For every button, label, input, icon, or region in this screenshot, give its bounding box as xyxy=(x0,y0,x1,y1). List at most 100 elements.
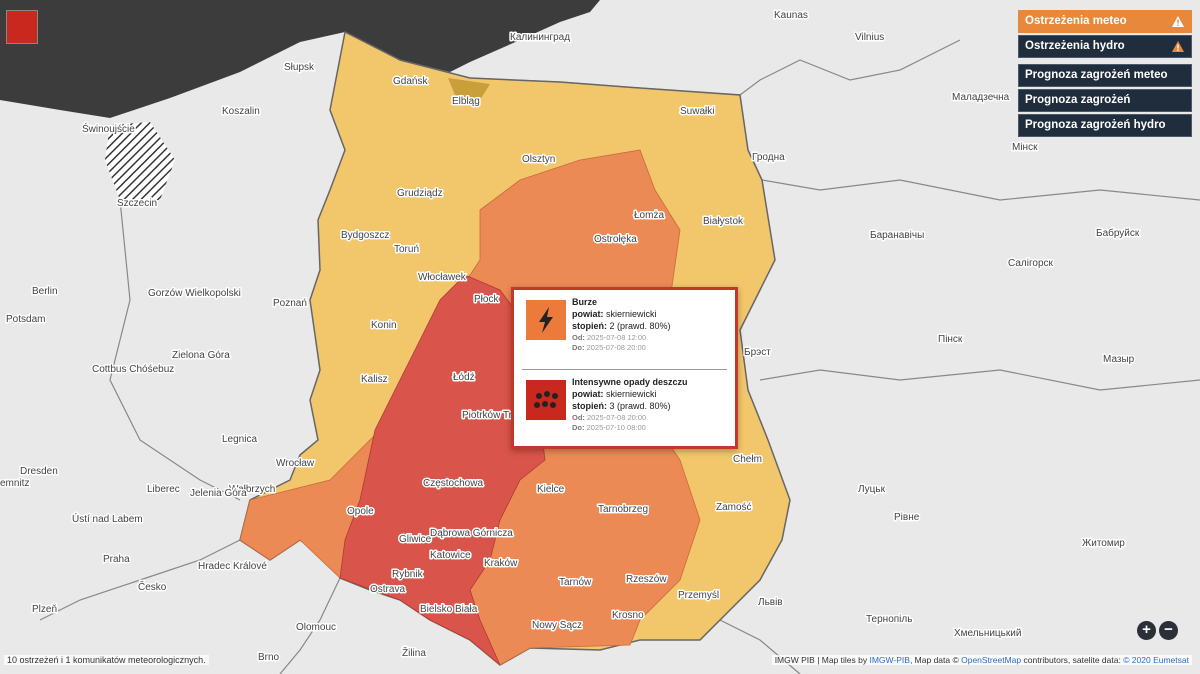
attribution-link[interactable]: © 2020 Eumetsat xyxy=(1123,655,1189,665)
warning-title: Intensywne opady deszczu xyxy=(572,377,688,387)
city-label: Cottbus Chóśebuz xyxy=(92,364,174,375)
city-label: Poznań xyxy=(273,298,307,309)
city-label: Przemyśl xyxy=(678,590,719,601)
field-label: Od: xyxy=(572,333,585,342)
city-label: Praha xyxy=(103,554,130,565)
field-value: 3 (prawd. 80%) xyxy=(609,401,671,411)
city-label: Rzeszów xyxy=(626,574,667,585)
attribution-text: IMGW PIB | Map tiles by xyxy=(774,655,870,665)
city-label: Tarnobrzeg xyxy=(598,504,648,515)
city-label: Gliwice xyxy=(399,534,432,545)
field-label: Od: xyxy=(572,413,585,422)
city-label: Kaunas xyxy=(774,10,808,21)
city-label: Žilina xyxy=(402,646,426,659)
city-label: Koszalin xyxy=(222,106,260,117)
city-label: Częstochowa xyxy=(423,478,483,489)
city-label: Świnoujście xyxy=(82,122,135,135)
city-label: Баранавічы xyxy=(870,230,924,241)
field-value: skierniewicki xyxy=(606,389,657,399)
warning: Intensywne opady deszczu powiat: skierni… xyxy=(522,369,727,449)
attribution-link[interactable]: IMGW-PIB xyxy=(869,655,910,665)
field-label: Do: xyxy=(572,423,585,432)
border-line xyxy=(39,539,241,621)
city-label: Маладзечна xyxy=(952,92,1010,103)
attribution: IMGW PIB | Map tiles by IMGW-PIB, Map da… xyxy=(771,655,1192,665)
city-label: Włocławek xyxy=(418,272,467,283)
city-label: Hradec Králové xyxy=(198,561,267,572)
city-label: Rybnik xyxy=(392,569,424,580)
city-label: Гродна xyxy=(752,152,785,163)
city-label: Tarnów xyxy=(559,577,592,588)
city-label: Львів xyxy=(758,597,783,608)
city-label: Konin xyxy=(371,320,397,331)
border-line xyxy=(761,179,1200,201)
city-label: Grudziądz xyxy=(397,188,443,199)
field-value: 2025-07-08 20:00 xyxy=(587,413,647,422)
city-label: Elbląg xyxy=(452,96,480,107)
city-label: Брэст xyxy=(744,347,771,358)
field-label: stopień: xyxy=(572,401,607,411)
zoom-in[interactable]: + xyxy=(1137,621,1156,640)
menu-label: Ostrzeżenia hydro xyxy=(1025,40,1125,52)
city-label: Suwałki xyxy=(680,106,714,117)
city-label: Brno xyxy=(258,652,280,663)
city-label: Słupsk xyxy=(284,62,315,73)
city-label: Kraków xyxy=(484,558,518,569)
zoom-controls: + − xyxy=(1137,621,1181,640)
city-label: Житомир xyxy=(1082,538,1125,549)
city-label: Kielce xyxy=(537,484,565,495)
menu-item[interactable]: Prognoza zagrożeń hydro xyxy=(1018,114,1192,137)
rain-icon xyxy=(526,380,566,420)
field-value: skierniewicki xyxy=(606,309,657,319)
city-label: Potsdam xyxy=(6,314,45,325)
field-value: 2025-07-08 12:00 xyxy=(587,333,647,342)
city-label: Plzeň xyxy=(32,604,57,615)
storm-icon xyxy=(526,300,566,340)
menu-item[interactable]: Prognoza zagrożeń drogowych xyxy=(1018,89,1192,127)
city-label: Krosno xyxy=(612,610,644,621)
city-label: Legnica xyxy=(222,434,257,445)
city-label: Płock xyxy=(474,294,499,305)
warning-icon xyxy=(1172,16,1184,27)
city-label: Nowy Sącz xyxy=(532,620,582,631)
city-label: Wałbrzych xyxy=(229,484,275,495)
lagoon-area xyxy=(448,78,490,100)
city-label: Szczecin xyxy=(117,198,157,209)
city-label: Opole xyxy=(347,506,374,517)
city-label: Liberec xyxy=(147,484,180,495)
city-label: Ostrołęka xyxy=(594,234,637,245)
warning-icon xyxy=(1172,41,1184,52)
city-label: Мінск xyxy=(1012,142,1038,153)
field-value: 2025-07-10 08:00 xyxy=(586,423,646,432)
city-label: Toruń xyxy=(394,244,419,255)
city-label: Olsztyn xyxy=(522,154,555,165)
city-label: Салігорск xyxy=(1008,258,1054,269)
city-label: Jelenia Góra xyxy=(190,488,247,499)
city-label: Zamość xyxy=(716,502,752,513)
city-labels: Kaunas Vilnius Калининград Słupsk Gdańsk Elbl… xyxy=(0,9,1141,665)
city-label: Ostrava xyxy=(370,584,405,595)
attribution-link[interactable]: OpenStreetMap xyxy=(961,655,1022,665)
menu-item[interactable]: Ostrzeżenia hydro xyxy=(1018,35,1192,58)
city-label: Мазыр xyxy=(1103,354,1135,365)
border-line xyxy=(759,369,1200,391)
menu-item[interactable]: Ostrzeżenia meteo xyxy=(1018,10,1192,33)
menu-label: Ostrzeżenia meteo xyxy=(1025,15,1127,27)
zoom-out[interactable]: − xyxy=(1159,621,1178,640)
city-label: Dąbrowa Górnicza xyxy=(430,528,513,539)
field-label: Do: xyxy=(572,343,585,352)
menu-label: Prognoza zagrożeń hydro xyxy=(1025,119,1166,131)
menu-item[interactable]: Prognoza zagrożeń meteo xyxy=(1018,64,1192,87)
warning-text: Intensywne opady deszczu powiat: skierni… xyxy=(572,376,688,432)
city-label: Bydgoszcz xyxy=(341,230,389,241)
logo[interactable] xyxy=(6,10,38,44)
menu-label: Prognoza zagrożeń meteo xyxy=(1025,69,1168,81)
border-line xyxy=(279,577,341,674)
menu: Ostrzeżenia meteo Ostrzeżenia hydro Prog… xyxy=(1018,10,1192,139)
city-label: Bielsko Biała xyxy=(420,604,478,615)
city-label: Białystok xyxy=(703,216,744,227)
field-label: stopień: xyxy=(572,321,607,331)
city-label: Łódź xyxy=(453,372,475,383)
warning: Burze powiat: skierniewicki stopień: 2 (… xyxy=(514,290,735,369)
